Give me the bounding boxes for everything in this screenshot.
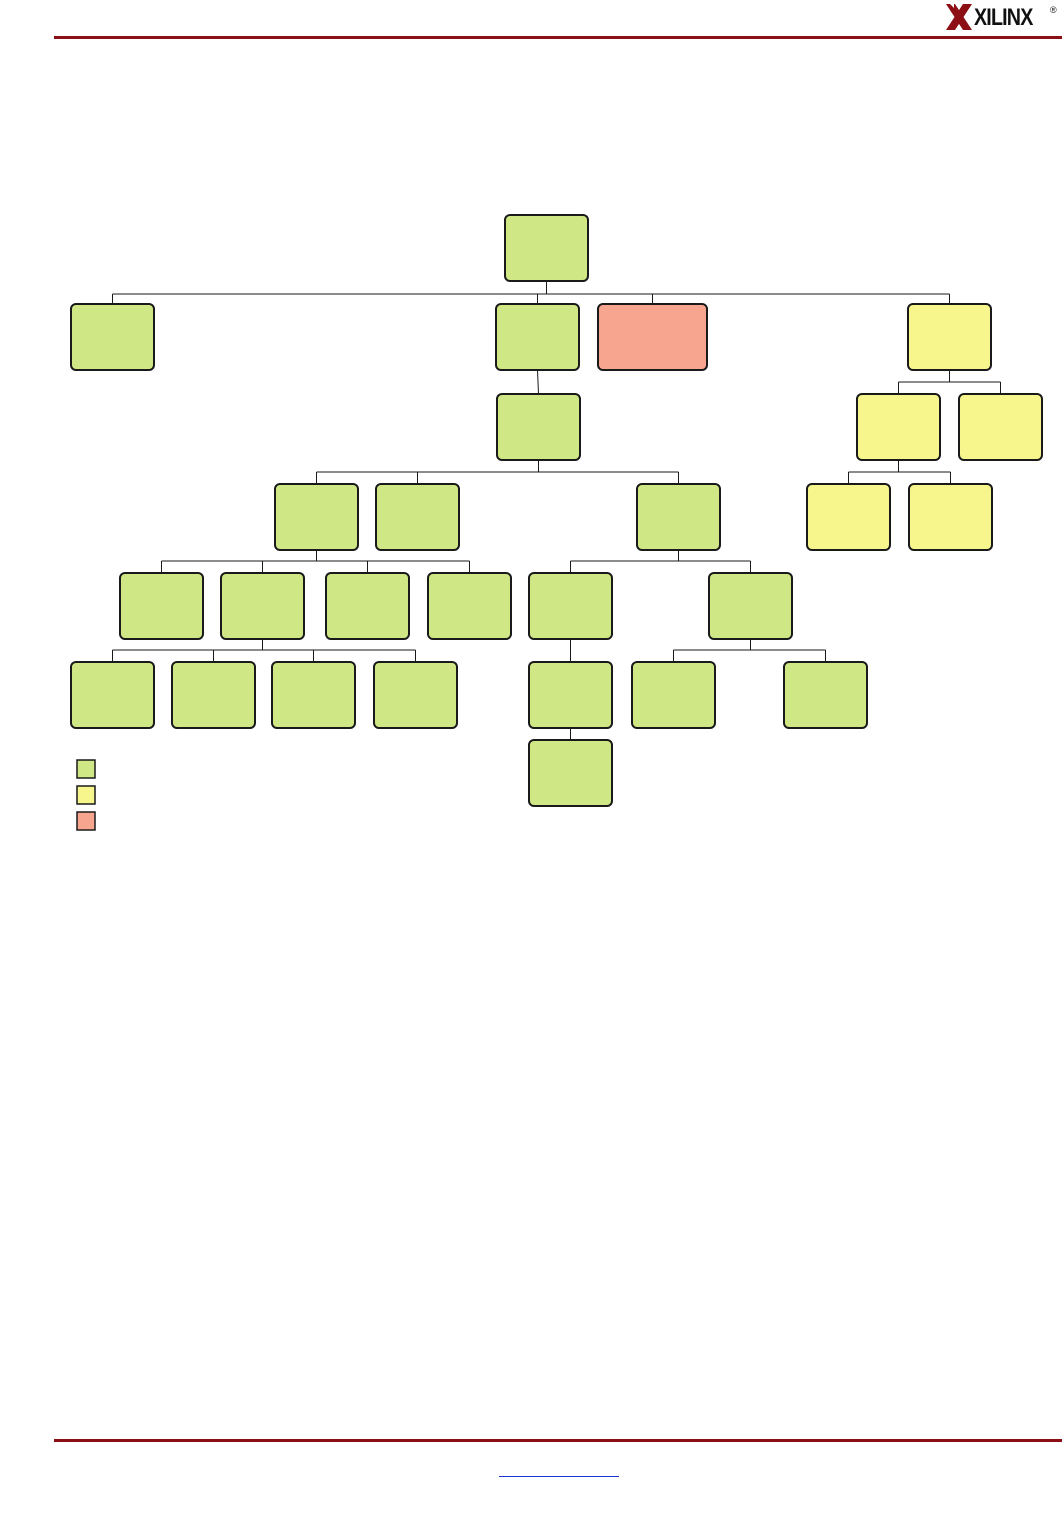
node-box xyxy=(70,303,155,371)
node-box xyxy=(528,661,613,729)
diagram-node-l5-3 xyxy=(271,661,356,729)
node-box xyxy=(375,483,460,551)
node-box xyxy=(325,572,410,640)
legend-swatch-green xyxy=(76,759,96,779)
node-box xyxy=(495,303,580,371)
node-box xyxy=(528,739,613,807)
xilinx-logo: XILINX ® xyxy=(944,2,1062,32)
diagram-node-l5-5 xyxy=(528,661,613,729)
xilinx-x-mark-icon xyxy=(946,4,972,30)
diagram-node-l5-7 xyxy=(783,661,868,729)
diagram-node-l2-b1 xyxy=(496,393,581,461)
diagram-node-root xyxy=(504,214,589,282)
diagram-node-l4-2 xyxy=(220,572,305,640)
node-box xyxy=(220,572,305,640)
footer-link[interactable] xyxy=(499,1463,619,1477)
diagram-node-l2-d2 xyxy=(958,393,1043,461)
diagram-node-l6-1 xyxy=(528,739,613,807)
diagram-node-l1-b xyxy=(495,303,580,371)
diagram-node-l4-1 xyxy=(119,572,204,640)
diagram-node-l5-4 xyxy=(373,661,458,729)
diagram-node-l3-b3 xyxy=(636,483,721,551)
legend-swatch-salmon xyxy=(76,811,96,831)
node-box xyxy=(427,572,512,640)
diagram-node-l4-3 xyxy=(325,572,410,640)
node-box xyxy=(528,572,613,640)
logo-wordmark: XILINX xyxy=(974,4,1033,31)
diagram-node-l3-b1 xyxy=(274,483,359,551)
node-box xyxy=(496,393,581,461)
footer-rule xyxy=(54,1439,1062,1442)
diagram-node-l4-5 xyxy=(528,572,613,640)
node-box xyxy=(907,303,992,371)
header-rule xyxy=(54,36,1062,39)
diagram-node-l2-d1 xyxy=(856,393,941,461)
diagram-node-l3-d2 xyxy=(908,483,993,551)
node-box xyxy=(597,303,708,371)
node-box xyxy=(373,661,458,729)
diagram-node-l5-2 xyxy=(171,661,256,729)
legend-swatch-yellow xyxy=(76,785,96,805)
diagram-node-l5-1 xyxy=(70,661,155,729)
node-box xyxy=(908,483,993,551)
node-box xyxy=(274,483,359,551)
node-box xyxy=(119,572,204,640)
diagram-node-l5-6 xyxy=(631,661,716,729)
diagram-node-l1-d xyxy=(907,303,992,371)
registered-mark: ® xyxy=(1050,5,1057,15)
node-box xyxy=(504,214,589,282)
node-box xyxy=(856,393,941,461)
node-box xyxy=(631,661,716,729)
node-box xyxy=(271,661,356,729)
diagram-node-l1-c xyxy=(597,303,708,371)
node-box xyxy=(636,483,721,551)
diagram-node-l3-d1 xyxy=(806,483,891,551)
diagram-node-l4-6 xyxy=(708,572,793,640)
node-box xyxy=(783,661,868,729)
node-box xyxy=(70,661,155,729)
node-box xyxy=(958,393,1043,461)
diagram-node-l1-a xyxy=(70,303,155,371)
diagram-node-l4-4 xyxy=(427,572,512,640)
diagram-node-l3-b2 xyxy=(375,483,460,551)
node-box xyxy=(708,572,793,640)
node-box xyxy=(171,661,256,729)
connector-line xyxy=(537,369,539,395)
node-box xyxy=(806,483,891,551)
